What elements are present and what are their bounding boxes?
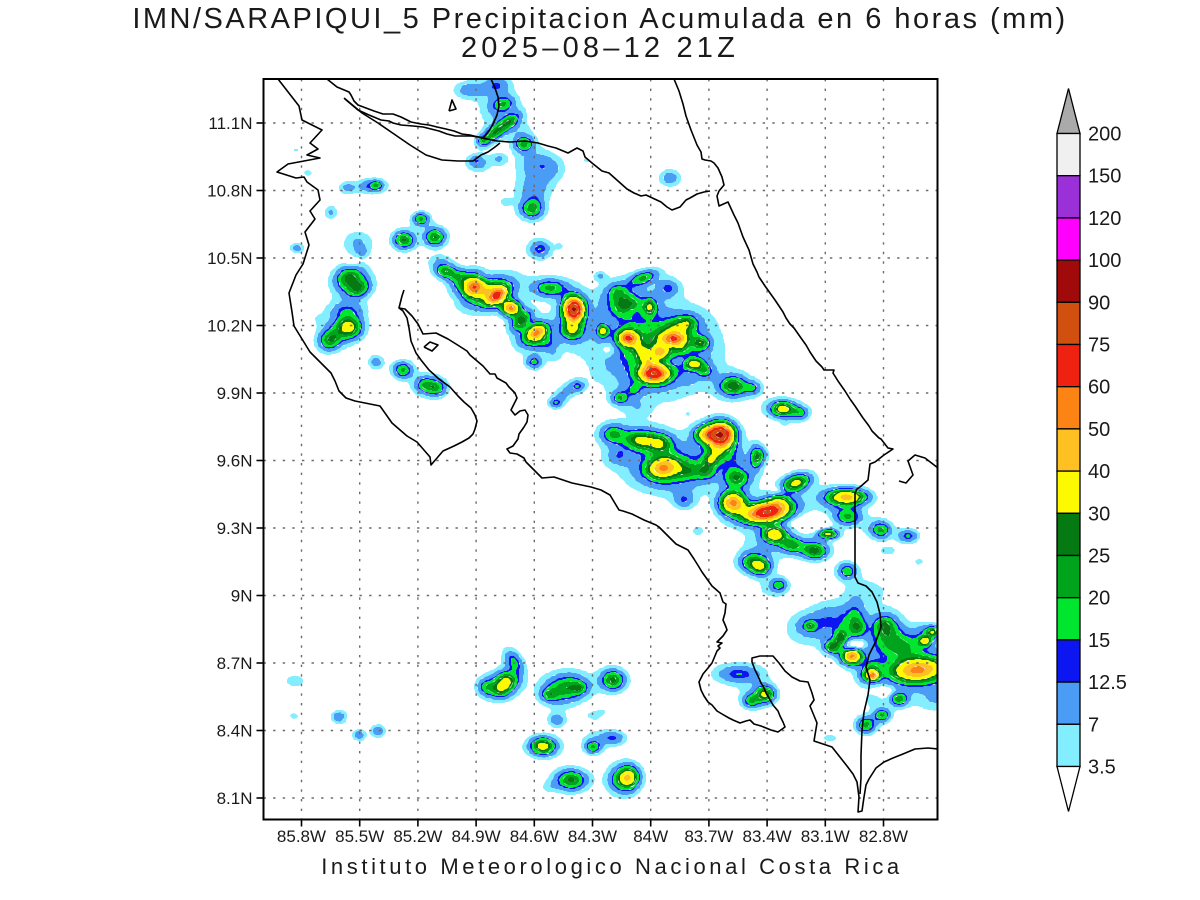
svg-text:2025–08–12 21Z: 2025–08–12 21Z [461,32,739,64]
svg-text:84.3W: 84.3W [568,827,617,846]
svg-text:85.5W: 85.5W [335,827,384,846]
svg-text:30: 30 [1088,503,1110,525]
svg-text:150: 150 [1088,166,1121,188]
svg-text:83.4W: 83.4W [743,827,792,846]
svg-text:50: 50 [1088,419,1110,441]
svg-text:85.2W: 85.2W [393,827,442,846]
svg-text:11.1N: 11.1N [208,114,252,133]
svg-text:10.5N: 10.5N [207,249,252,268]
svg-text:10.8N: 10.8N [207,182,252,201]
svg-text:40: 40 [1088,461,1110,483]
svg-text:8.1N: 8.1N [217,789,253,808]
svg-text:75: 75 [1088,335,1110,357]
svg-text:83.7W: 83.7W [684,827,733,846]
svg-text:84W: 84W [633,827,668,846]
svg-text:8.7N: 8.7N [217,654,253,673]
svg-text:9.6N: 9.6N [217,452,253,471]
svg-text:90: 90 [1088,292,1110,314]
svg-text:83.1W: 83.1W [801,827,850,846]
svg-text:9N: 9N [231,587,253,606]
svg-text:15: 15 [1088,630,1110,652]
svg-text:85.8W: 85.8W [277,827,326,846]
svg-text:IMN/SARAPIQUI_5 Precipitacion: IMN/SARAPIQUI_5 Precipitacion Acumulada … [132,3,1067,35]
svg-text:Instituto Meteorologico Nacion: Instituto Meteorologico Nacional Costa R… [321,854,903,879]
svg-text:82.8W: 82.8W [859,827,908,846]
svg-text:9.3N: 9.3N [217,519,253,538]
svg-text:84.9W: 84.9W [452,827,501,846]
svg-text:120: 120 [1088,208,1121,230]
svg-text:12.5: 12.5 [1088,672,1127,694]
svg-text:25: 25 [1088,546,1110,568]
svg-text:10.2N: 10.2N [207,317,252,336]
svg-text:200: 200 [1088,124,1121,146]
svg-text:20: 20 [1088,588,1110,610]
svg-text:7: 7 [1088,714,1099,736]
svg-text:9.9N: 9.9N [217,384,253,403]
svg-text:60: 60 [1088,377,1110,399]
svg-text:100: 100 [1088,250,1121,272]
svg-text:3.5: 3.5 [1088,757,1116,779]
svg-text:8.4N: 8.4N [217,722,253,741]
svg-text:84.6W: 84.6W [510,827,559,846]
